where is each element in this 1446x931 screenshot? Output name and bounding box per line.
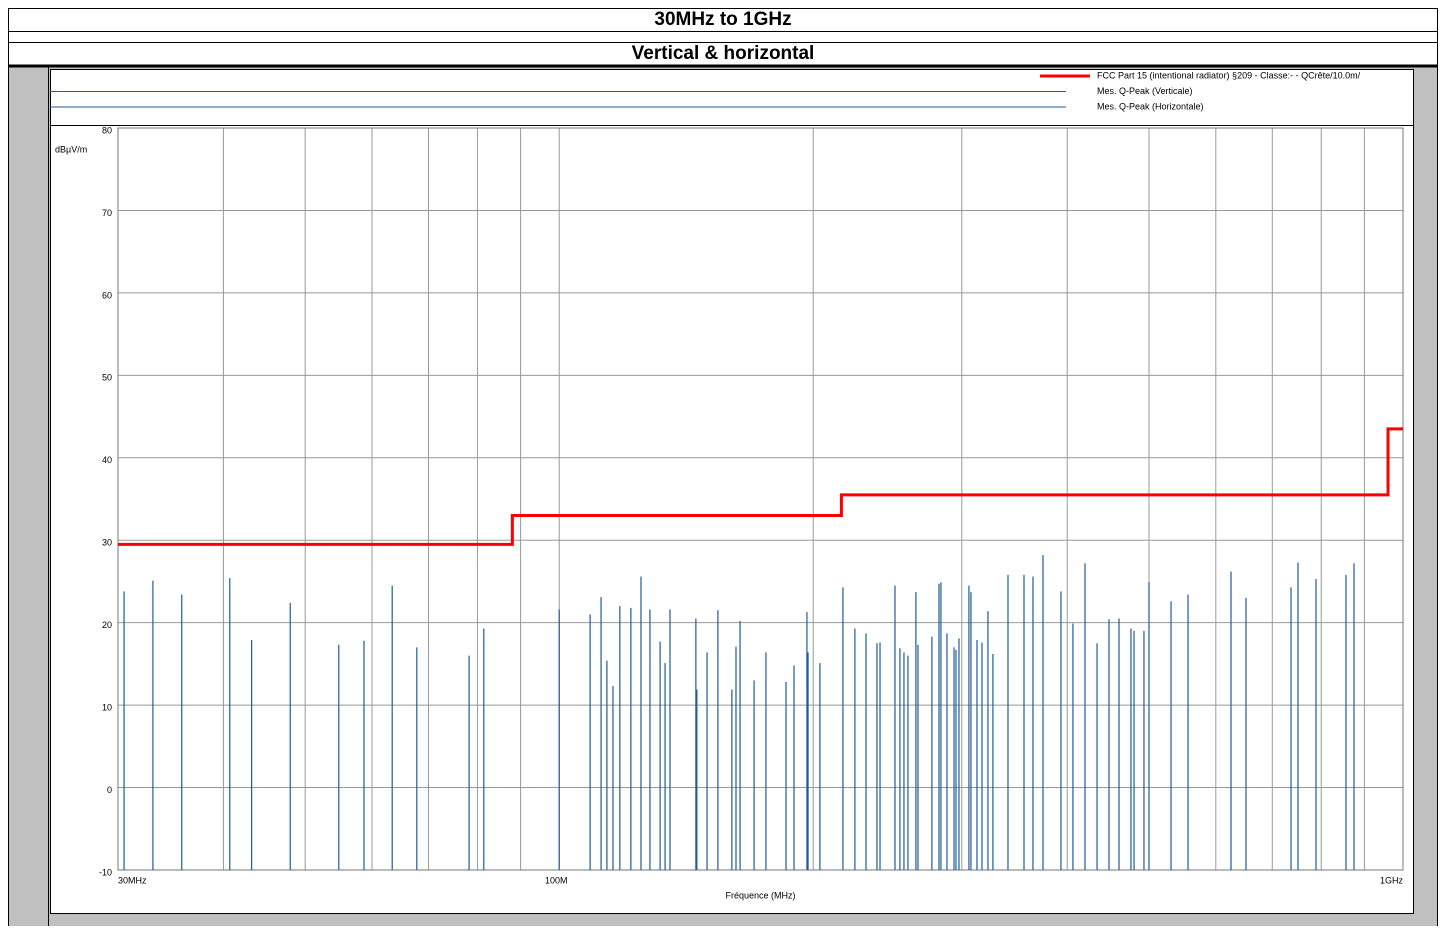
y-tick-label: 50	[102, 373, 112, 383]
header-title: 30MHz to 1GHz	[654, 9, 791, 30]
y-tick-label: 0	[107, 785, 112, 795]
y-tick-label: 70	[102, 208, 112, 218]
y-tick-label: 10	[102, 702, 112, 712]
legend-label: Mes. Q-Peak (Horizontale)	[1097, 101, 1204, 111]
y-tick-label: 40	[102, 455, 112, 465]
y-tick-label: -10	[99, 867, 112, 877]
x-tick-label: 30MHz	[118, 875, 147, 885]
plot-border	[117, 127, 1404, 871]
y-tick-label: 20	[102, 620, 112, 630]
header-subtitle: Vertical & horizontal	[632, 43, 815, 64]
x-tick-label: 1GHz	[1380, 875, 1404, 885]
legend-label: Mes. Q-Peak (Verticale)	[1097, 86, 1193, 96]
limit-line	[118, 427, 1403, 546]
legend-label: FCC Part 15 (intentional radiator) §209 …	[1097, 70, 1361, 80]
y-tick-label: 80	[102, 125, 112, 135]
chart: -10 0 10 20 30 40 50 60 70 80 30MHz 100M 1GHz Fréquen…	[50, 70, 1404, 900]
x-axis-label: Fréquence (MHz)	[725, 890, 795, 900]
x-tick-label: 100M	[545, 875, 568, 885]
y-tick-label: 60	[102, 290, 112, 300]
header-border	[8, 8, 1438, 931]
y-tick-label: 30	[102, 538, 112, 548]
y-axis-label: dBµV/m	[55, 144, 87, 154]
